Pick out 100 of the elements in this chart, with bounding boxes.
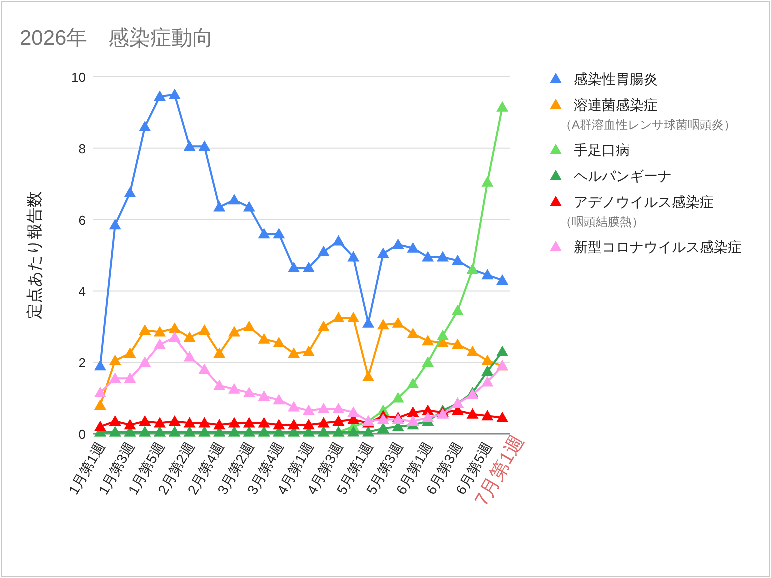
point xyxy=(407,242,420,253)
point xyxy=(154,326,166,337)
y-tick-label: 10 xyxy=(72,70,86,85)
point xyxy=(124,372,136,384)
point xyxy=(318,417,330,428)
point xyxy=(407,416,420,426)
point xyxy=(302,346,315,356)
point xyxy=(362,426,375,437)
point xyxy=(348,251,360,262)
point xyxy=(288,348,300,358)
point xyxy=(496,412,509,422)
point xyxy=(228,194,240,205)
point xyxy=(139,120,152,132)
legend-label: 新型コロナウイルス感染症 xyxy=(574,239,742,255)
point xyxy=(243,320,256,332)
y-tick-label: 8 xyxy=(78,141,86,156)
point xyxy=(318,246,330,256)
point xyxy=(273,394,286,405)
point xyxy=(496,346,509,356)
point xyxy=(452,338,464,350)
point xyxy=(482,366,494,376)
point xyxy=(258,333,270,344)
point xyxy=(184,417,196,428)
point xyxy=(273,419,286,430)
point xyxy=(288,419,300,430)
legend-label: アデノウイルス感染症（咽頭結膜熱） xyxy=(560,194,714,229)
point xyxy=(302,419,315,430)
point xyxy=(482,176,494,187)
y-tick-label: 4 xyxy=(78,284,86,300)
point xyxy=(288,401,300,412)
point xyxy=(422,335,434,346)
point xyxy=(273,336,286,348)
point xyxy=(482,410,494,421)
point xyxy=(332,403,345,414)
point xyxy=(273,228,286,239)
point xyxy=(94,360,106,371)
point xyxy=(243,386,256,398)
point xyxy=(377,422,390,434)
point xyxy=(377,414,390,424)
point xyxy=(198,324,211,335)
point xyxy=(288,262,300,272)
point xyxy=(362,370,375,382)
point xyxy=(348,426,360,437)
point xyxy=(377,319,390,330)
point xyxy=(422,356,434,368)
point xyxy=(422,412,434,422)
point xyxy=(94,386,106,398)
legend-label: 溶連菌感染症（A群溶血性レンサ球菌咽頭炎） xyxy=(560,97,736,132)
y-tick-label: 6 xyxy=(78,212,86,228)
point xyxy=(318,320,330,332)
point xyxy=(124,348,136,358)
chart-title: 2026年 感染症動向 xyxy=(20,27,214,50)
point xyxy=(109,354,122,366)
point xyxy=(407,406,420,418)
point xyxy=(214,201,226,212)
point xyxy=(228,326,240,337)
point xyxy=(214,348,226,358)
point xyxy=(332,416,345,426)
point xyxy=(392,317,404,328)
y-axis-title: 定点あたり報告数 xyxy=(26,192,44,320)
point xyxy=(139,416,152,426)
point xyxy=(214,380,226,390)
point xyxy=(436,330,449,340)
point xyxy=(168,416,181,426)
point xyxy=(318,403,330,414)
point xyxy=(139,356,152,368)
point xyxy=(154,338,166,350)
point xyxy=(228,383,240,394)
point xyxy=(168,332,181,342)
point xyxy=(452,254,464,266)
point xyxy=(168,322,181,334)
point xyxy=(198,417,211,428)
point xyxy=(407,328,420,339)
point xyxy=(436,251,449,262)
point xyxy=(124,419,136,430)
point xyxy=(392,238,404,250)
point xyxy=(258,417,270,428)
point xyxy=(482,376,494,387)
y-tick-label: 2 xyxy=(78,356,86,371)
point xyxy=(228,417,240,428)
point xyxy=(332,312,345,322)
point xyxy=(184,332,196,342)
point xyxy=(362,317,375,328)
point xyxy=(154,90,166,102)
point xyxy=(466,408,479,419)
point xyxy=(154,417,166,428)
point xyxy=(109,372,122,384)
point xyxy=(184,140,196,152)
point xyxy=(482,354,494,366)
point xyxy=(184,351,196,362)
point xyxy=(258,390,270,402)
point xyxy=(109,219,122,230)
point xyxy=(258,228,270,239)
point xyxy=(392,392,404,403)
point xyxy=(243,201,256,212)
point xyxy=(452,304,464,316)
point xyxy=(302,262,315,272)
point xyxy=(214,419,226,430)
point xyxy=(302,404,315,416)
point xyxy=(243,417,256,428)
